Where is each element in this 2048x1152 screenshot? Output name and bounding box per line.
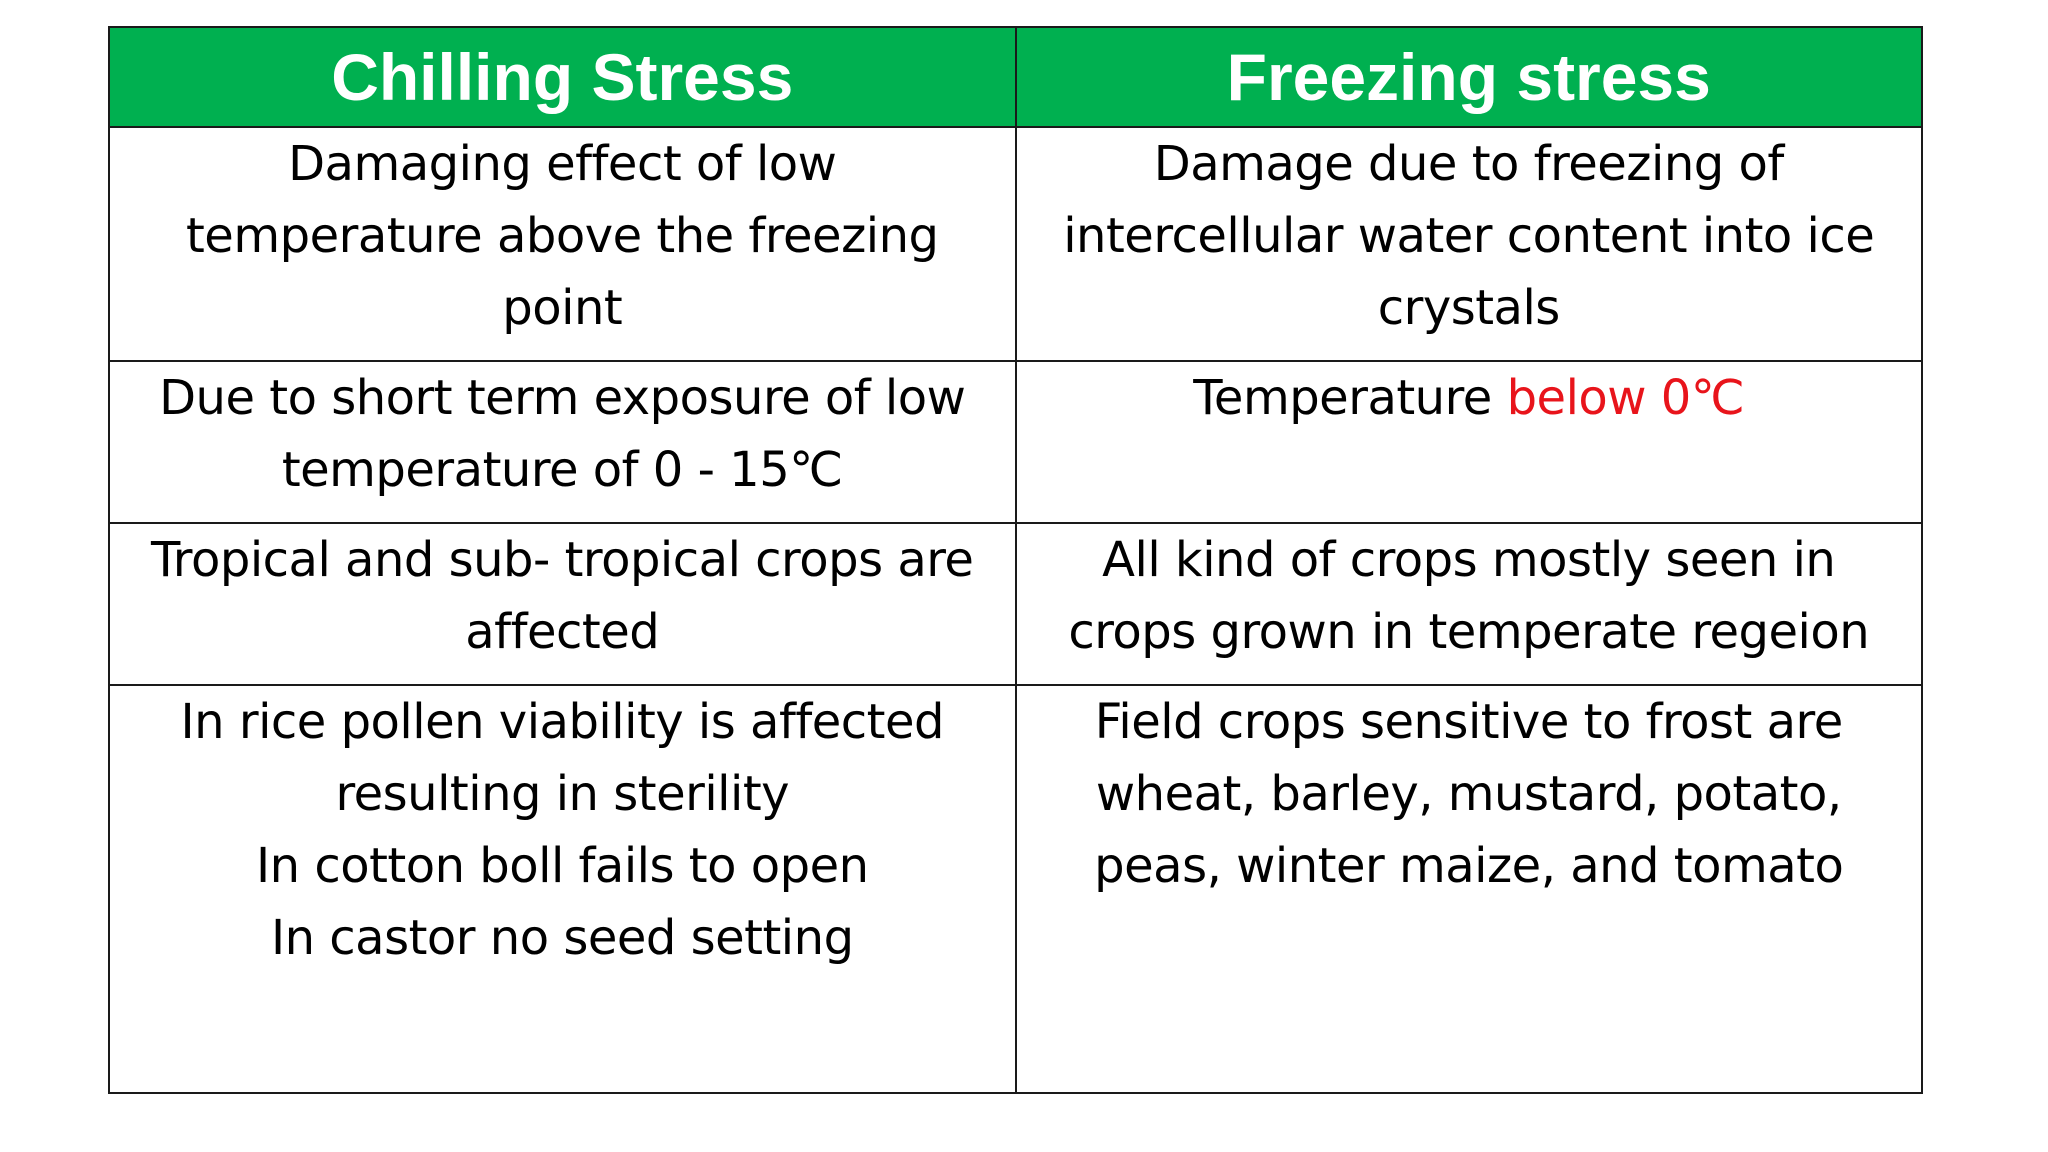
header-freezing-stress: Freezing stress [1014,26,1923,128]
freezing-definition-cell: Damage due to freezing of intercellular … [1014,126,1923,362]
table-row: Due to short term exposure of low temper… [108,360,1923,524]
chilling-definition-cell: Damaging effect of low temperature above… [108,126,1017,362]
cell-line: In cotton boll fails to open [255,838,869,894]
table-row: In rice pollen viability is affected res… [108,684,1923,1094]
cell-line: Damage due to freezing of [1153,136,1785,192]
header-row: Chilling Stress Freezing stress [108,26,1923,128]
cell-line: In rice pollen viability is affected [180,694,945,750]
cell-line: point [502,280,623,336]
temperature-highlight: below 0℃ [1506,370,1745,426]
cell-line: Tropical and sub- tropical crops are [151,532,974,588]
chilling-crops-cell: Tropical and sub- tropical crops are aff… [108,522,1017,686]
cell-line: In castor no seed setting [270,910,854,966]
freezing-examples-cell: Field crops sensitive to frost are wheat… [1014,684,1923,1094]
comparison-table: Chilling Stress Freezing stress Damaging… [108,26,1923,1094]
cell-line: Field crops sensitive to frost are [1094,694,1843,750]
cell-line: crystals [1377,280,1561,336]
cell-line: crops grown in temperate regeion [1068,604,1870,660]
cell-line: temperature of 0 - 15℃ [281,442,843,498]
table-row: Damaging effect of low temperature above… [108,126,1923,362]
cell-line: intercellular water content into ice [1063,208,1875,264]
cell-line: Due to short term exposure of low [159,370,966,426]
header-chilling-stress: Chilling Stress [108,26,1017,128]
cell-line: resulting in sterility [335,766,790,822]
temperature-prefix: Temperature [1193,370,1507,426]
cell-line: All kind of crops mostly seen in [1102,532,1836,588]
cell-line: peas, winter maize, and tomato [1094,838,1844,894]
chilling-examples-cell: In rice pollen viability is affected res… [108,684,1017,1094]
cell-line: affected [465,604,660,660]
cell-line: temperature above the freezing [185,208,939,264]
chilling-temperature-cell: Due to short term exposure of low temper… [108,360,1017,524]
table-row: Tropical and sub- tropical crops are aff… [108,522,1923,686]
cell-line: Damaging effect of low [288,136,837,192]
freezing-crops-cell: All kind of crops mostly seen in crops g… [1014,522,1923,686]
cell-line: Temperature below 0℃ [1033,362,1906,434]
freezing-temperature-cell: Temperature below 0℃ [1014,360,1923,524]
cell-line: wheat, barley, mustard, potato, [1095,766,1842,822]
